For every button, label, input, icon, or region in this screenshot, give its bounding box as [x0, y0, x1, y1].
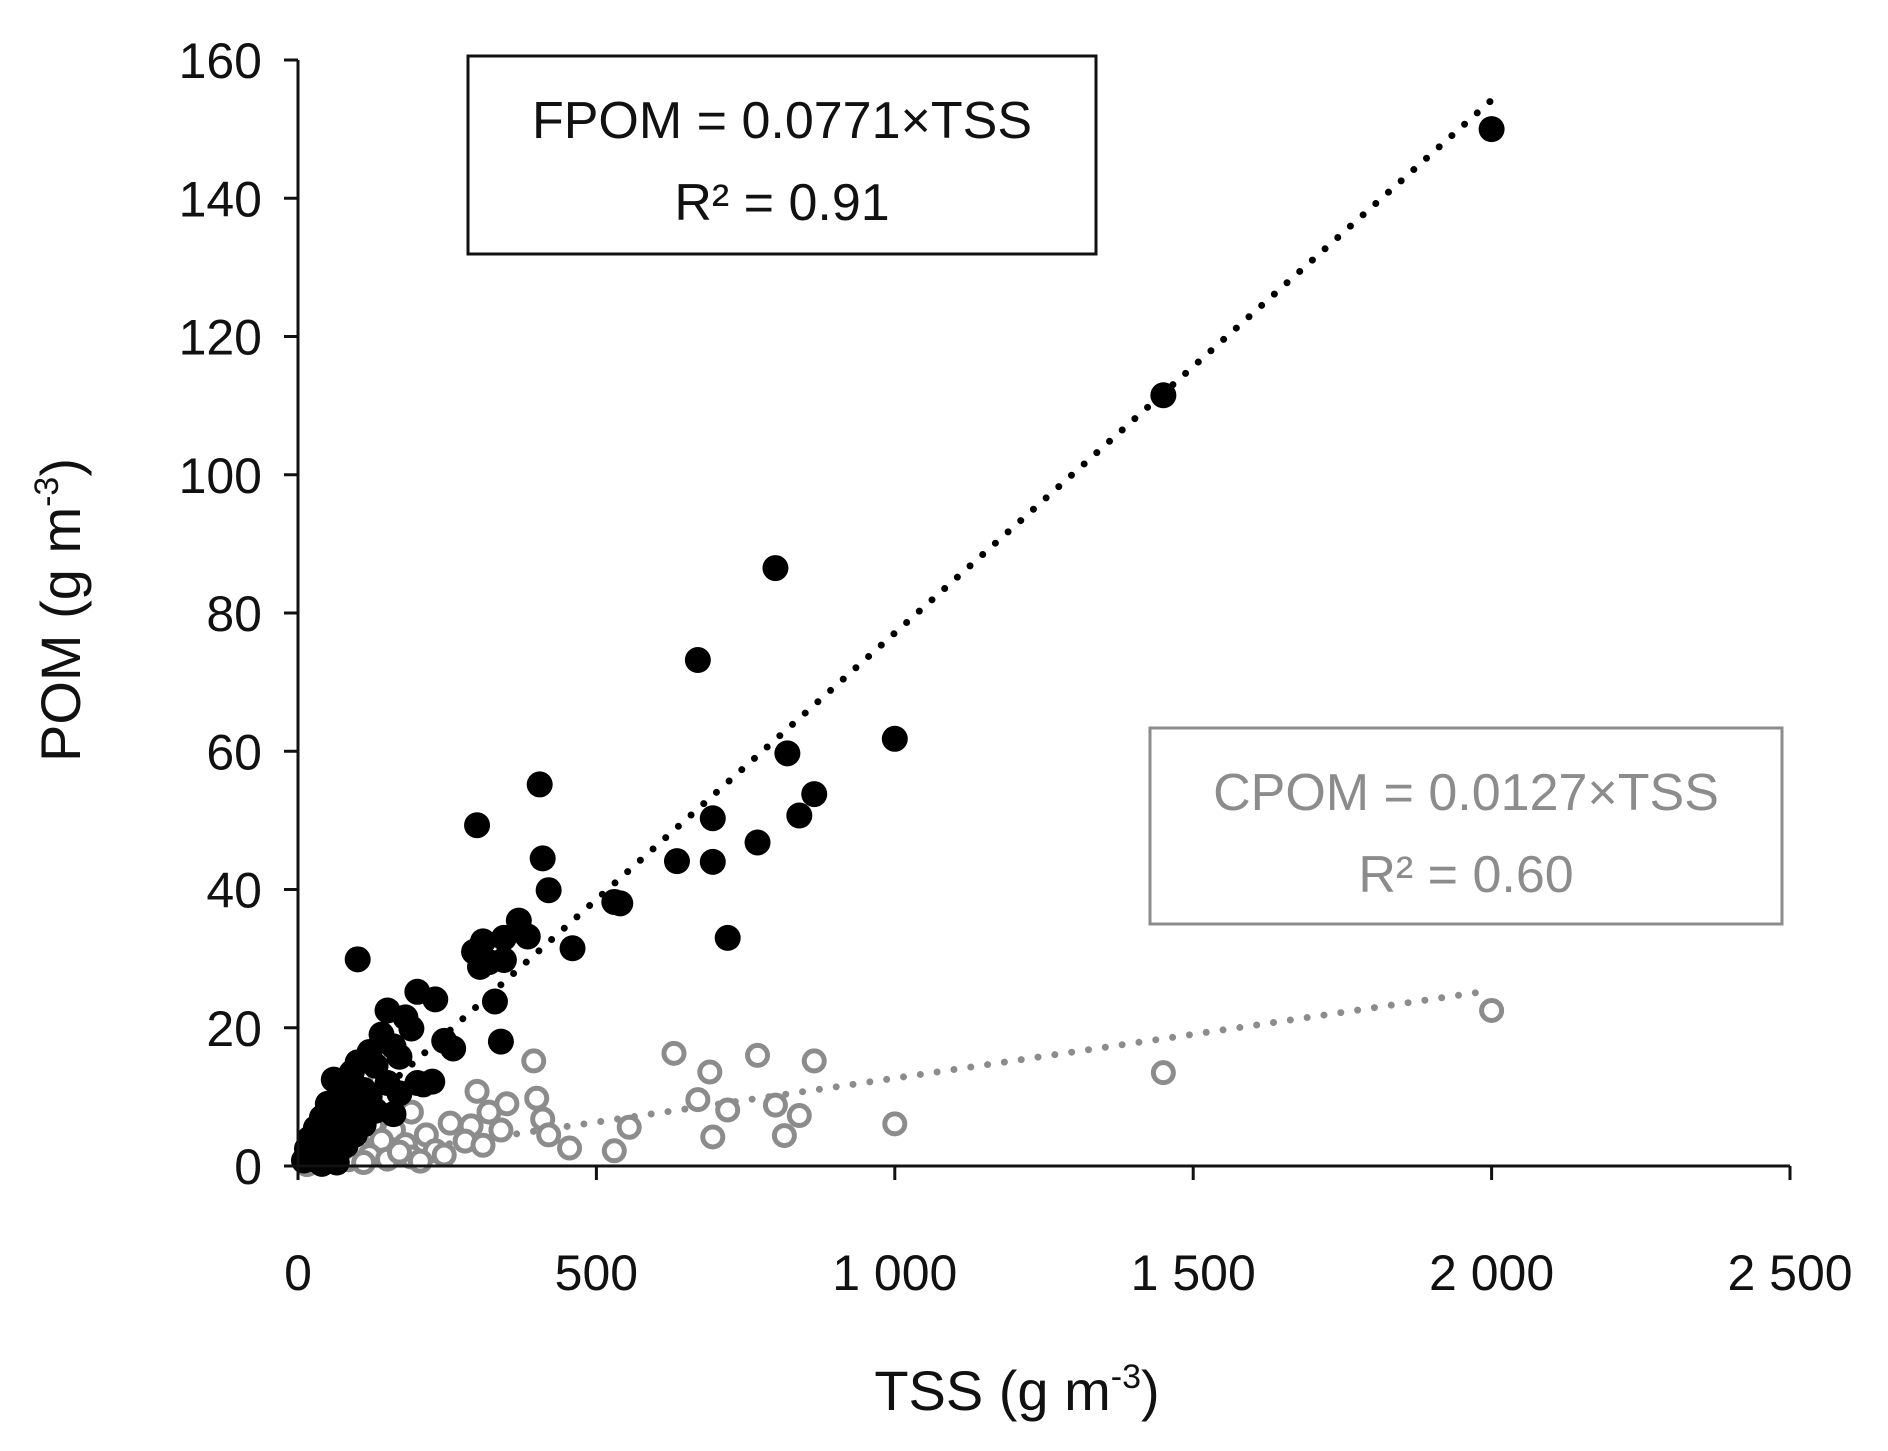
y-tick-label: 60 — [206, 724, 262, 780]
y-tick-label: 160 — [179, 33, 262, 89]
cpom-point — [464, 1078, 490, 1104]
y-tick-label: 120 — [179, 310, 262, 366]
fpom-point — [699, 848, 726, 875]
data-points-layer — [290, 116, 1505, 1178]
fpom-equation-frame — [466, 54, 1098, 256]
fpom-point — [344, 946, 371, 973]
cpom-point — [431, 1142, 457, 1168]
cpom-equation: CPOM = 0.0127×TSS — [1213, 764, 1719, 822]
fpom-point — [490, 947, 517, 974]
cpom-equation-box: CPOM = 0.0127×TSS R² = 0.60 — [1148, 726, 1784, 926]
x-axis-title: TSS (g m-3) — [874, 1358, 1159, 1422]
fpom-point — [529, 845, 556, 872]
cpom-point — [786, 1103, 812, 1129]
cpom-point — [524, 1085, 550, 1111]
cpom-point — [700, 1124, 726, 1150]
fpom-point — [684, 647, 711, 674]
fpom-point — [490, 924, 517, 951]
x-tick-label: 500 — [555, 1245, 638, 1301]
cpom-point — [745, 1042, 771, 1068]
x-tick-label: 0 — [284, 1245, 312, 1301]
cpom-point — [536, 1122, 562, 1148]
fpom-point — [308, 1150, 335, 1177]
fpom-point — [601, 888, 628, 915]
fpom-r-squared: R² = 0.91 — [674, 174, 889, 232]
fpom-point — [386, 1043, 413, 1070]
tick-layer: 0 500 1 000 1 500 2 000 2 500 0 20 40 60 80 100 120 1… — [179, 33, 1853, 1301]
fpom-point — [786, 802, 813, 829]
fpom-point — [699, 805, 726, 832]
x-tick-label: 1 000 — [832, 1245, 957, 1301]
y-tick-label: 140 — [179, 171, 262, 227]
fpom-point — [419, 1068, 446, 1095]
cpom-point — [762, 1092, 788, 1118]
cpom-point — [557, 1135, 583, 1161]
fpom-point — [380, 1101, 407, 1128]
cpom-point — [1479, 997, 1505, 1023]
cpom-point — [1150, 1060, 1176, 1086]
fpom-point — [801, 781, 828, 808]
fpom-equation: FPOM = 0.0771×TSS — [532, 92, 1032, 150]
y-tick-label: 80 — [206, 586, 262, 642]
fpom-point — [514, 923, 541, 950]
cpom-point — [470, 1132, 496, 1158]
y-tick-label: 20 — [206, 1001, 262, 1057]
fpom-point — [744, 829, 771, 856]
cpom-point — [601, 1138, 627, 1164]
fpom-point — [881, 725, 908, 752]
x-tick-label: 1 500 — [1131, 1245, 1256, 1301]
y-tick-label: 100 — [179, 448, 262, 504]
fpom-point — [1478, 116, 1505, 143]
fpom-point — [487, 1028, 514, 1055]
cpom-point — [407, 1148, 433, 1174]
fpom-point — [386, 1080, 413, 1107]
trendline-layer — [294, 96, 1496, 1170]
fpom-point — [440, 1035, 467, 1062]
cpom-point — [521, 1048, 547, 1074]
y-axis-title: POM (g m-3) — [28, 458, 92, 762]
fpom-equation-box: FPOM = 0.0771×TSS R² = 0.91 — [466, 54, 1098, 256]
cpom-equation-frame — [1148, 726, 1784, 926]
cpom-point — [437, 1110, 463, 1136]
y-tick-label: 40 — [206, 863, 262, 919]
cpom-point — [661, 1040, 687, 1066]
fpom-point — [535, 877, 562, 904]
fpom-point — [467, 953, 494, 980]
cpom-r-squared: R² = 0.60 — [1358, 846, 1573, 904]
cpom-point — [351, 1150, 377, 1176]
cpom-point — [771, 1123, 797, 1149]
cpom-point — [715, 1097, 741, 1123]
fpom-point — [559, 935, 586, 962]
fpom-point — [464, 812, 491, 839]
cpom-point — [801, 1048, 827, 1074]
fpom-point — [481, 988, 508, 1015]
fpom-point — [1150, 382, 1177, 409]
x-tick-label: 2 500 — [1727, 1245, 1852, 1301]
cpom-point — [616, 1114, 642, 1140]
fpom-point — [398, 1015, 425, 1042]
fpom-point — [422, 986, 449, 1013]
fpom-point — [762, 555, 789, 582]
cpom-point — [882, 1111, 908, 1137]
cpom-point — [697, 1059, 723, 1085]
cpom-point — [386, 1139, 412, 1165]
fpom-point — [714, 924, 741, 951]
fpom-point — [663, 848, 690, 875]
cpom-point — [476, 1099, 502, 1125]
cpom-point — [488, 1117, 514, 1143]
cpom-point — [685, 1087, 711, 1113]
fpom-point — [774, 740, 801, 767]
y-tick-label: 0 — [234, 1139, 262, 1195]
fpom-trendline — [294, 96, 1496, 1170]
x-tick-label: 2 000 — [1429, 1245, 1554, 1301]
fpom-point — [526, 771, 553, 798]
